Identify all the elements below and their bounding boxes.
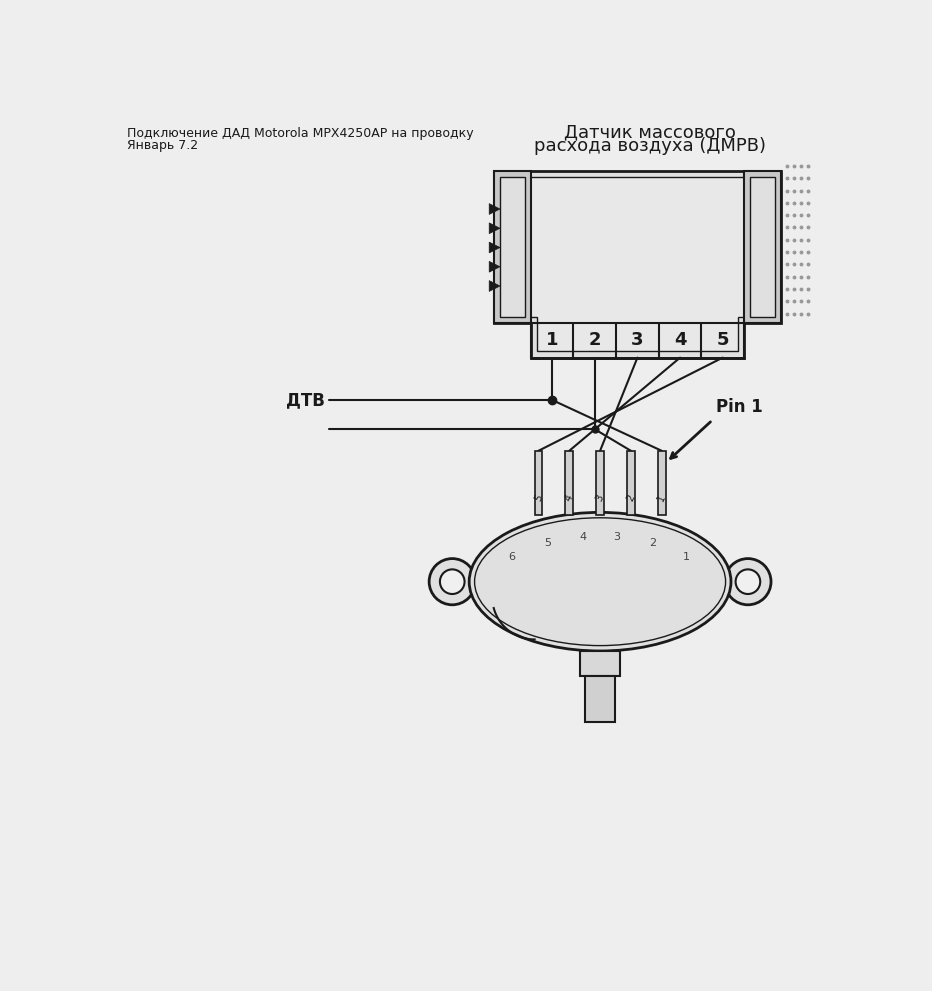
Text: ДТВ: ДТВ (285, 391, 324, 409)
Circle shape (440, 570, 464, 594)
Text: 4: 4 (580, 532, 587, 542)
Polygon shape (489, 242, 500, 253)
Circle shape (735, 570, 761, 594)
Text: 5: 5 (532, 494, 544, 503)
Polygon shape (500, 176, 774, 352)
Bar (566, 451, 573, 515)
Text: 1: 1 (546, 331, 558, 349)
Bar (596, 451, 604, 515)
Text: 6: 6 (508, 552, 515, 562)
Text: Подключение ДАД Motorola MPX4250AP на проводку: Подключение ДАД Motorola MPX4250AP на пр… (127, 128, 473, 141)
Text: Датчик массового: Датчик массового (564, 124, 736, 142)
Polygon shape (494, 170, 781, 358)
Text: 4: 4 (564, 494, 575, 503)
Polygon shape (489, 223, 500, 234)
Polygon shape (489, 280, 500, 291)
Polygon shape (494, 170, 531, 323)
Bar (658, 451, 665, 515)
Text: 3: 3 (613, 532, 621, 542)
Text: расхода воздуха (ДМРВ): расхода воздуха (ДМРВ) (534, 137, 766, 155)
Text: 1: 1 (683, 552, 690, 562)
Text: Январь 7.2: Январь 7.2 (127, 139, 198, 152)
Text: 2: 2 (649, 538, 656, 548)
Polygon shape (744, 170, 781, 323)
Text: 5: 5 (717, 331, 729, 349)
Ellipse shape (469, 512, 731, 651)
Text: 4: 4 (674, 331, 686, 349)
Polygon shape (489, 262, 500, 273)
Text: 2: 2 (588, 331, 601, 349)
Text: 3: 3 (631, 331, 644, 349)
Text: 3: 3 (595, 494, 606, 503)
Bar (584, 676, 615, 721)
Bar (535, 451, 542, 515)
Polygon shape (750, 176, 774, 317)
Bar (580, 651, 620, 676)
Text: 5: 5 (544, 538, 551, 548)
Polygon shape (489, 203, 500, 214)
Text: 2: 2 (625, 494, 637, 503)
Circle shape (429, 559, 475, 605)
Text: 1: 1 (656, 494, 667, 503)
Bar (627, 451, 635, 515)
Polygon shape (500, 176, 525, 317)
Circle shape (725, 559, 771, 605)
Text: Pin 1: Pin 1 (717, 398, 763, 416)
